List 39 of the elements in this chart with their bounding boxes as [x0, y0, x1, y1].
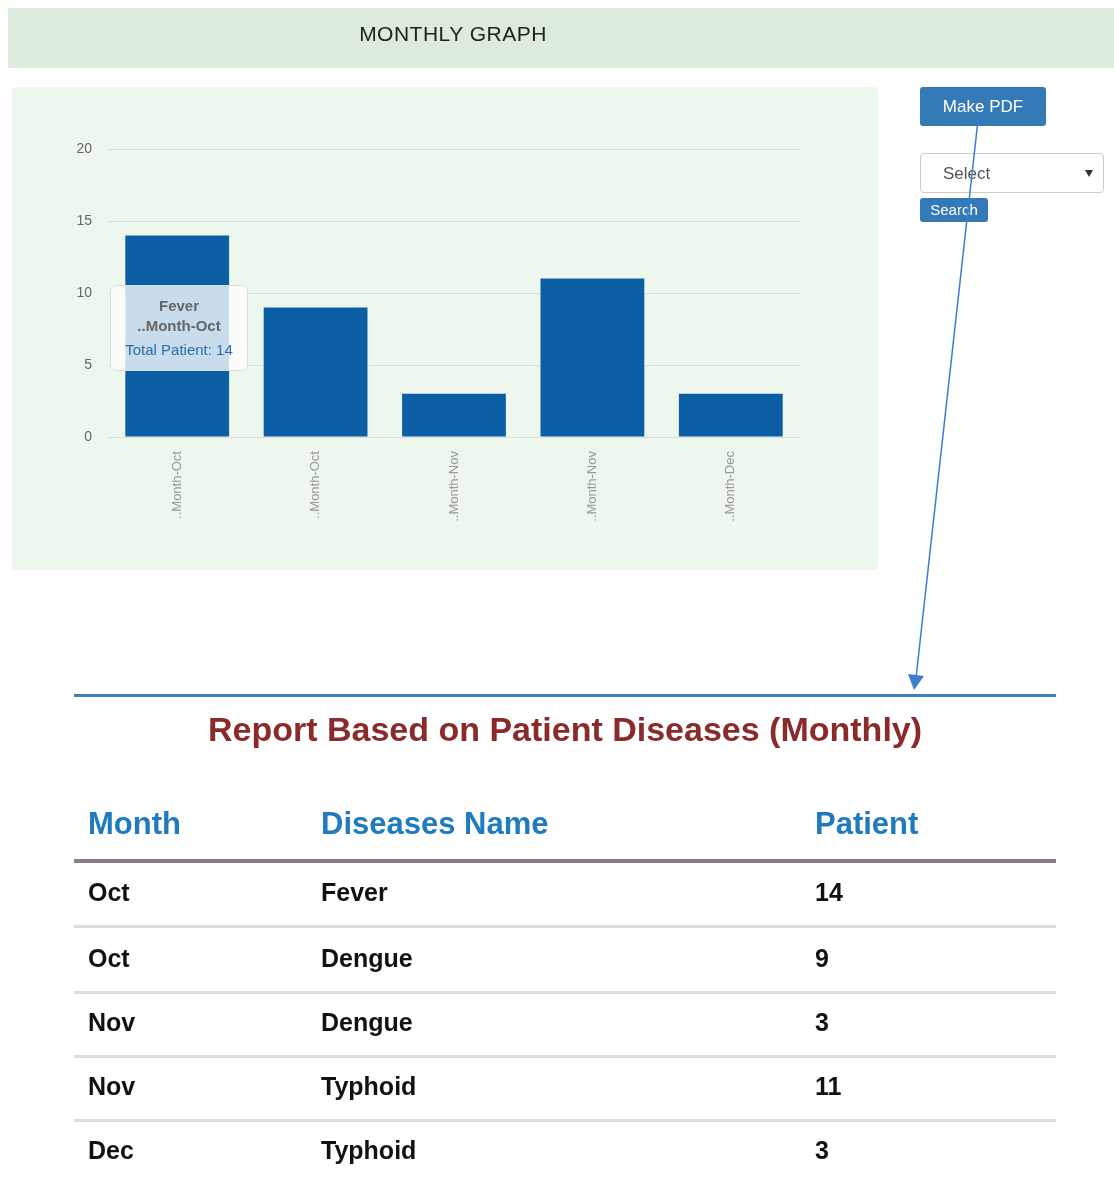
- x-tick-label: ..Month-Oct: [168, 450, 184, 519]
- text: Diseases Name: [321, 806, 549, 842]
- chart-title: MONTHLY GRAPH: [358, 22, 548, 46]
- x-tick-label: ..Month-Nov: [445, 450, 461, 522]
- annotation: ..Month-Oct: [136, 316, 222, 336]
- text: Dec: [88, 1136, 134, 1165]
- text: Oct: [88, 878, 130, 907]
- y-tick-label: 20: [76, 139, 93, 156]
- bar: [402, 393, 506, 437]
- annotation: Total Patient: 14: [124, 340, 234, 360]
- text: Dengue: [321, 1008, 413, 1037]
- bar: [263, 307, 368, 437]
- text: 9: [815, 944, 829, 973]
- text: Typhoid: [321, 1072, 417, 1101]
- text: Dengue: [321, 944, 413, 973]
- x-tick-label: ..Month-Dec: [722, 450, 738, 522]
- bar: [678, 393, 783, 437]
- text: Patient: [815, 806, 919, 842]
- text: 3: [815, 1136, 829, 1165]
- text: Nov: [88, 1072, 136, 1101]
- x-tick-label: ..Month-Oct: [307, 450, 323, 519]
- text: 14: [815, 878, 843, 907]
- bar: [540, 278, 645, 437]
- x-tick-label: ..Month-Nov: [583, 450, 599, 522]
- text: Nov: [88, 1008, 136, 1037]
- y-tick-label: 15: [76, 211, 93, 228]
- text: Fever: [321, 878, 388, 907]
- text: Oct: [88, 944, 130, 973]
- text: Report Based on Patient Diseases (Monthly): [206, 710, 924, 749]
- y-tick-label: 5: [84, 355, 93, 372]
- text: 3: [815, 1008, 829, 1037]
- text: Month: [88, 806, 181, 842]
- search-button: Search: [920, 198, 988, 222]
- pdf-button: Make PDF: [920, 87, 1046, 126]
- text: 11: [815, 1072, 842, 1101]
- text: Typhoid: [321, 1136, 417, 1165]
- annotation: Fever: [158, 296, 200, 316]
- y-tick-label: 0: [84, 427, 93, 444]
- y-tick-label: 10: [76, 283, 93, 300]
